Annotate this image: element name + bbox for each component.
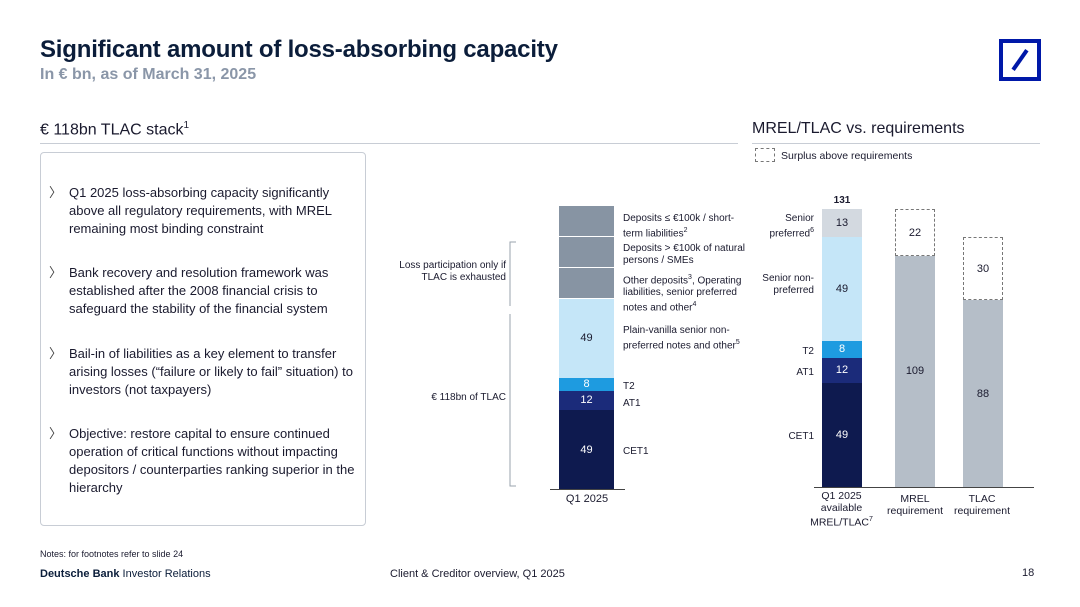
label-plain-vanilla: Plain-vanilla senior non-preferred notes… [623,325,740,352]
right-bar-0-senior-non-preferred: 49 [822,236,862,341]
deutsche-bank-logo [999,39,1041,81]
right-bar-2-surplus-above-requirements: 30 [963,236,1003,301]
bullet-item: 〉 Bail-in of liabilities as a key element… [49,346,353,397]
footer-brand: Deutsche Bank Investor Relations [40,568,211,580]
right-x-axis [814,487,1034,488]
mid-bar-segment-at1: 12 [559,390,614,411]
chevron-right-icon: 〉 [49,185,63,200]
mrel-tlac-title: MREL/TLAC vs. requirements [752,120,965,137]
left-section-divider [40,143,738,144]
mid-bar-segment-plain-vanilla: 49 [559,299,614,378]
legend-surplus-label: Surplus above requirements [781,150,913,162]
left-label-senior-preferred: Senior preferred6 [769,213,814,240]
logo-slash-icon [1011,49,1029,71]
legend-surplus-swatch [755,148,775,162]
bracket-bottom-label: € 118bn of TLAC [431,392,506,403]
page-subtitle: In € bn, as of March 31, 2025 [40,66,257,83]
left-label-senior-non-preferred: Senior non-preferred [762,273,814,296]
chevron-right-icon: 〉 [49,346,63,361]
label-other-deposits: Other deposits3, Operating liabilities, … [623,274,742,314]
right-x-label-tlac: TLAC requirement [953,493,1011,517]
mid-bar-segment-cet1: 49 [559,410,614,489]
left-label-t2: T2 [802,346,814,357]
chevron-right-icon: 〉 [49,426,63,441]
bullet-item: 〉 Q1 2025 loss-absorbing capacity signifi… [49,185,332,236]
bullet-item: 〉 Objective: restore capital to ensure co… [49,426,355,495]
bracket-lines [509,241,516,487]
mid-bar-segment-liability [559,237,614,268]
right-bar-1-surplus-above-requirements: 22 [895,209,935,256]
right-bar-0-senior-preferred: 13 [822,209,862,237]
right-bar-0-at1: 12 [822,357,862,384]
page-number: 18 [1022,567,1035,579]
bracket-top-label: Loss participation only if TLAC is exhau… [399,260,506,283]
tlac-stack-title: € 118bn TLAC stack1 [40,120,190,139]
mid-x-label: Q1 2025 [565,493,609,505]
label-cet1: CET1 [623,446,649,457]
label-deposits-large: Deposits > €100k of natural persons / SM… [623,243,746,266]
right-bar-2-requirement: 88 [963,300,1003,487]
right-bar-0-t2: 8 [822,340,862,358]
mid-bar-segment-liability [559,206,614,237]
page-title: Significant amount of loss-absorbing cap… [40,36,558,63]
right-section-divider [752,143,1040,144]
right-bar-0-cet1: 49 [822,383,862,487]
bullet-item: 〉 Bank recovery and resolution framework … [49,265,329,316]
label-at1: AT1 [623,398,641,409]
left-label-cet1: CET1 [788,431,814,442]
label-t2: T2 [623,381,635,392]
footnote-note: Notes: for footnotes refer to slide 24 [40,549,184,559]
mid-bar-segment-liability [559,268,614,299]
right-total-label: 131 [833,195,851,206]
bullet-box: 〉 Q1 2025 loss-absorbing capacity signifi… [40,152,366,526]
right-bar-1-requirement: 109 [895,255,935,487]
footer-center: Client & Creditor overview, Q1 2025 [390,568,565,580]
mid-x-axis [550,489,625,490]
right-x-label-mrel: MREL requirement [886,493,944,517]
left-label-at1: AT1 [796,367,814,378]
label-deposits-small: Deposits ≤ €100k / short-term liabilitie… [623,213,735,240]
mid-bar-segment-t2: 8 [559,377,614,391]
right-x-label-available: Q1 2025 available MREL/TLAC7 [810,490,873,529]
chevron-right-icon: 〉 [49,265,63,280]
